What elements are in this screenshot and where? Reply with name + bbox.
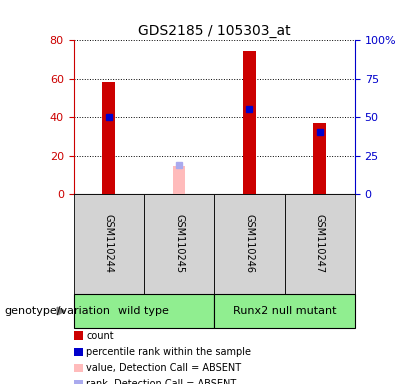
Bar xyxy=(102,82,115,194)
Text: value, Detection Call = ABSENT: value, Detection Call = ABSENT xyxy=(86,363,241,373)
Bar xyxy=(313,123,326,194)
Text: wild type: wild type xyxy=(118,306,169,316)
Bar xyxy=(243,51,256,194)
Text: count: count xyxy=(86,331,114,341)
Text: rank, Detection Call = ABSENT: rank, Detection Call = ABSENT xyxy=(86,379,236,384)
Text: genotype/variation: genotype/variation xyxy=(4,306,110,316)
Text: GSM110246: GSM110246 xyxy=(244,214,255,273)
Text: GSM110245: GSM110245 xyxy=(174,214,184,273)
Text: GSM110247: GSM110247 xyxy=(315,214,325,273)
Text: GSM110244: GSM110244 xyxy=(104,214,114,273)
Title: GDS2185 / 105303_at: GDS2185 / 105303_at xyxy=(138,24,291,38)
Bar xyxy=(173,166,185,194)
Text: Runx2 null mutant: Runx2 null mutant xyxy=(233,306,336,316)
Text: percentile rank within the sample: percentile rank within the sample xyxy=(86,347,251,357)
